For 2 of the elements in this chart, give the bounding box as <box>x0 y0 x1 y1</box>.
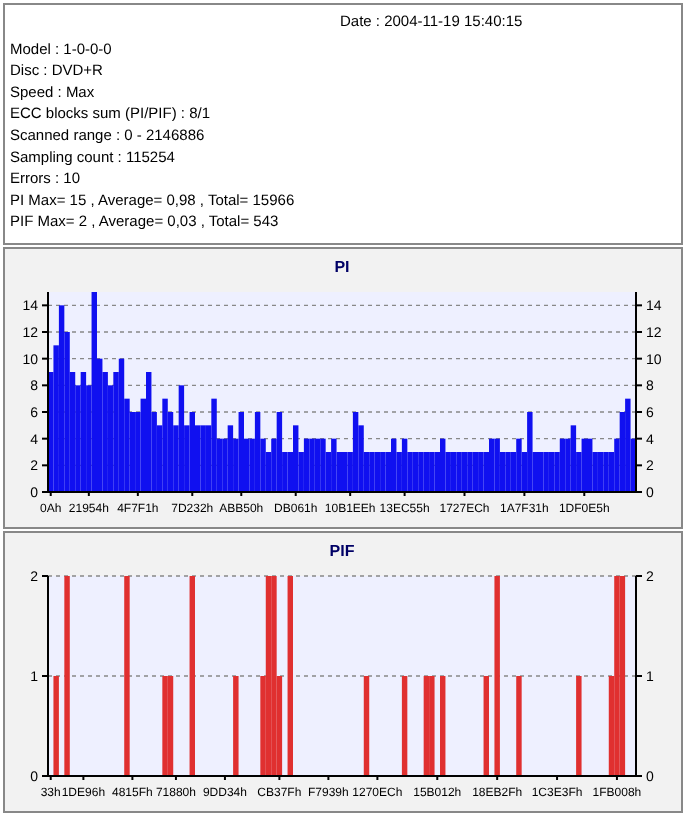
chart-title: PI <box>334 258 350 276</box>
chart-title: PIF <box>329 542 355 560</box>
